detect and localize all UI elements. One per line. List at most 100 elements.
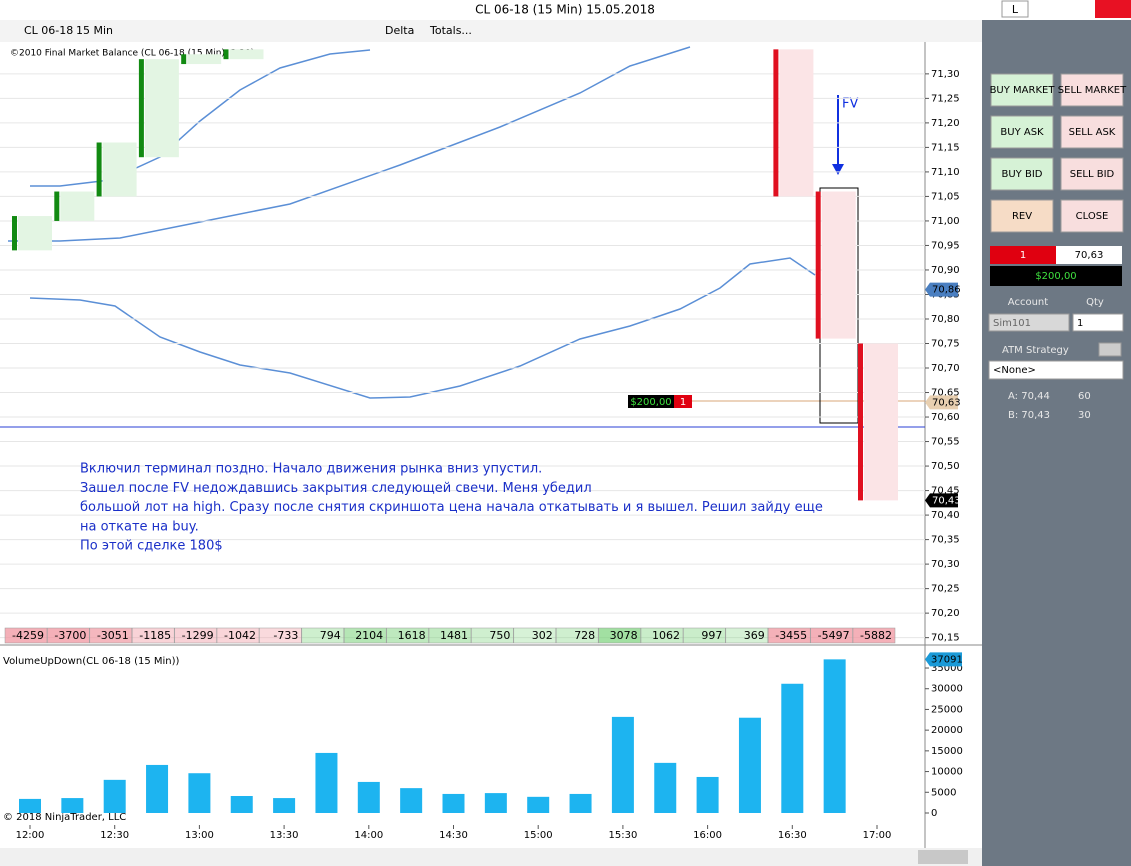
y-tick-label: 71,20 bbox=[931, 118, 960, 129]
order-button-label[interactable]: BUY BID bbox=[1002, 169, 1043, 180]
account-value[interactable]: Sim101 bbox=[993, 318, 1031, 329]
volume-bar bbox=[146, 764, 169, 813]
y-tick-label: 70,90 bbox=[931, 265, 960, 276]
volume-bar bbox=[823, 659, 846, 813]
delta-cell bbox=[174, 627, 217, 644]
delta-cell bbox=[513, 627, 557, 644]
delta-value: -3455 bbox=[775, 629, 807, 642]
indicator-label: VolumeUpDown(CL 06-18 (15 Min)) bbox=[3, 656, 180, 667]
footprint bbox=[821, 191, 856, 339]
band-line bbox=[29, 257, 816, 399]
footprint bbox=[144, 59, 179, 158]
delta-value: 1062 bbox=[652, 629, 680, 642]
volume-bar bbox=[738, 717, 761, 813]
volume-bar bbox=[19, 798, 41, 813]
x-tick-label: 12:00 bbox=[16, 830, 45, 841]
delta-value: 2104 bbox=[355, 629, 383, 642]
order-button[interactable] bbox=[1060, 115, 1124, 149]
delta-value: 750 bbox=[489, 629, 510, 642]
layout-button[interactable] bbox=[1001, 0, 1029, 18]
order-button[interactable] bbox=[990, 73, 1054, 107]
delta-cell bbox=[683, 627, 726, 644]
band-line bbox=[8, 46, 691, 242]
close-window[interactable] bbox=[1095, 0, 1131, 18]
bid-label: B: 70,43 bbox=[1008, 410, 1050, 421]
fv-label: FV bbox=[842, 97, 858, 112]
qty-input[interactable] bbox=[1072, 313, 1124, 332]
y-tick-label: 71,30 bbox=[931, 69, 960, 80]
y-tick-label: 70,65 bbox=[931, 388, 960, 399]
position-price: 70,63 bbox=[1075, 250, 1104, 261]
ask-label: A: 70,44 bbox=[1008, 391, 1050, 402]
interval-selector[interactable]: 15 Min bbox=[76, 24, 113, 37]
volume-bar bbox=[484, 793, 507, 813]
y-tick-label: 70,55 bbox=[931, 437, 960, 448]
delta-cell bbox=[89, 627, 133, 644]
y-tick-label: 70,75 bbox=[931, 339, 960, 350]
delta-cell bbox=[216, 627, 260, 644]
totals-selector[interactable]: Totals... bbox=[429, 24, 472, 37]
qty-value[interactable]: 1 bbox=[1077, 318, 1083, 329]
price-tag bbox=[925, 282, 958, 297]
delta-cell bbox=[471, 627, 514, 644]
candle bbox=[54, 191, 60, 221]
order-button[interactable] bbox=[1060, 157, 1124, 191]
scrollbar[interactable] bbox=[0, 848, 982, 866]
delta-value: -4259 bbox=[12, 629, 44, 642]
instrument-selector[interactable]: CL 06-18 bbox=[24, 24, 73, 37]
position-qty: 1 bbox=[680, 397, 686, 408]
y-tick-label: 71,00 bbox=[931, 216, 960, 227]
atm-value[interactable]: <None> bbox=[993, 365, 1036, 376]
footprint bbox=[60, 191, 95, 221]
order-button[interactable] bbox=[1060, 199, 1124, 233]
layout-button-label[interactable]: L bbox=[1012, 3, 1019, 16]
footprint bbox=[102, 142, 137, 197]
scroll-thumb[interactable] bbox=[918, 850, 968, 864]
order-button-label[interactable]: CLOSE bbox=[1076, 211, 1109, 222]
annotation-line: большой лот на high. Сразу после снятия … bbox=[80, 500, 823, 515]
account-select[interactable] bbox=[988, 313, 1070, 332]
delta-cell bbox=[767, 627, 811, 644]
order-button[interactable] bbox=[990, 157, 1054, 191]
y-tick-label: 70,35 bbox=[931, 535, 960, 546]
delta-cell bbox=[725, 627, 769, 644]
volume-bar bbox=[696, 776, 719, 813]
delta-cell bbox=[810, 627, 853, 644]
bar-type-selector[interactable]: Delta bbox=[385, 24, 414, 37]
order-button-label[interactable]: BUY ASK bbox=[1000, 127, 1044, 138]
delta-value: 3078 bbox=[610, 629, 638, 642]
atm-select[interactable] bbox=[988, 360, 1124, 380]
delta-value: 1481 bbox=[440, 629, 468, 642]
y-tick-label: 70,30 bbox=[931, 559, 960, 570]
band-line bbox=[30, 49, 371, 187]
annotation-line: на откате на buy. bbox=[80, 519, 199, 534]
order-button-label[interactable]: SELL BID bbox=[1070, 169, 1115, 180]
order-button-label[interactable]: SELL MARKET bbox=[1058, 85, 1127, 96]
delta-value: 369 bbox=[744, 629, 765, 642]
y-tick-label: 70,70 bbox=[931, 363, 960, 374]
candle bbox=[858, 343, 863, 501]
indicator-label: ©2010 Final Market Balance (CL 06-18 (15… bbox=[10, 49, 254, 59]
y-tick-label: 30000 bbox=[931, 684, 963, 695]
order-button-label[interactable]: REV bbox=[1012, 211, 1032, 222]
x-tick-label: 12:30 bbox=[100, 830, 129, 841]
order-button-label[interactable]: BUY MARKET bbox=[990, 85, 1056, 96]
candle bbox=[181, 54, 187, 65]
y-tick-label: 70,50 bbox=[931, 461, 960, 472]
order-button[interactable] bbox=[990, 115, 1054, 149]
order-button[interactable] bbox=[990, 199, 1054, 233]
volume-bar bbox=[654, 762, 677, 813]
atm-button[interactable] bbox=[1098, 342, 1122, 357]
order-button-label[interactable]: SELL ASK bbox=[1069, 127, 1116, 138]
delta-cell bbox=[131, 627, 175, 644]
volume-bar bbox=[357, 781, 380, 813]
y-tick-label: 70,25 bbox=[931, 584, 960, 595]
volume-bar bbox=[400, 788, 423, 813]
order-button[interactable] bbox=[1060, 73, 1124, 107]
y-tick-label: 70,95 bbox=[931, 240, 960, 251]
bid-size: 30 bbox=[1078, 410, 1091, 421]
delta-value: -3700 bbox=[54, 629, 86, 642]
y-tick-label: 71,15 bbox=[931, 142, 960, 153]
